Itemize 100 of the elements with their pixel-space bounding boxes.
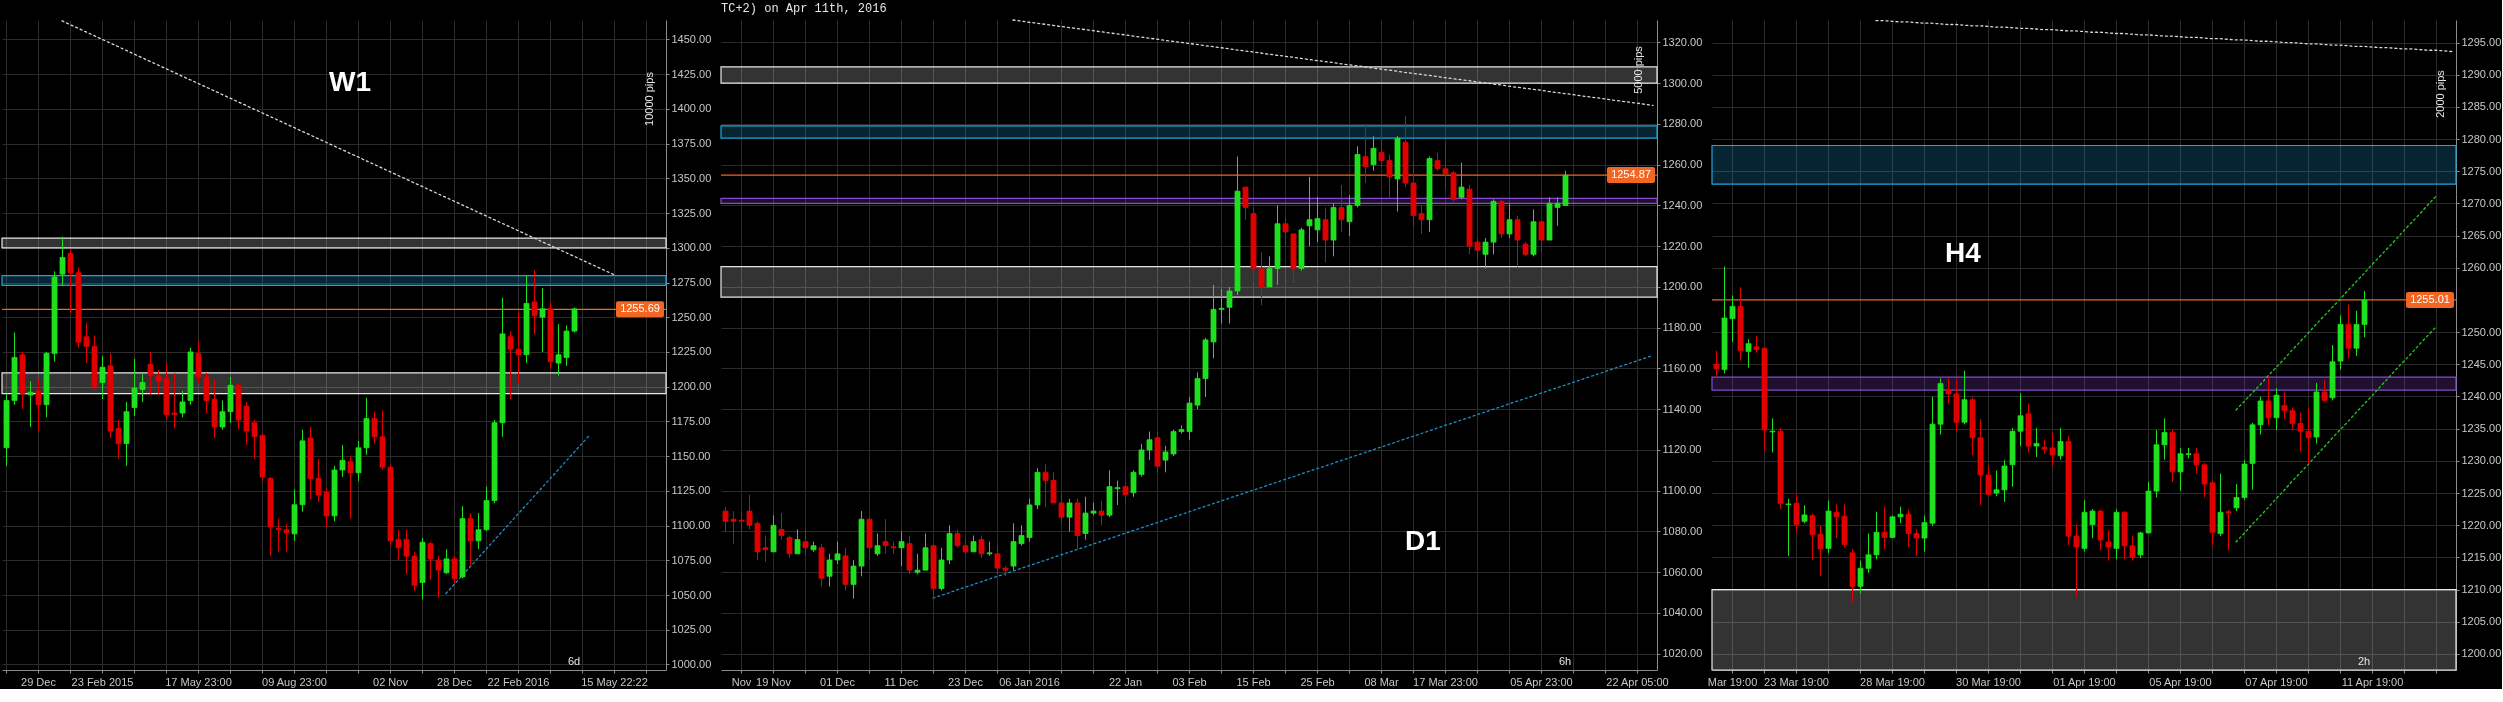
y-tick-label: 1025.00 xyxy=(671,623,712,636)
candlestick xyxy=(1713,350,1720,378)
y-tick-label: 1220.00 xyxy=(2461,518,2502,531)
candlestick xyxy=(1881,506,1888,550)
y-tick-label: 1175.00 xyxy=(671,414,711,427)
y-tick-label: 1400.00 xyxy=(671,102,712,115)
y-tick-label: 1200.00 xyxy=(2461,647,2502,660)
x-tick-label: Mar 19:00 xyxy=(1707,675,1758,688)
candlestick xyxy=(882,518,889,555)
candlestick xyxy=(99,355,106,400)
x-tick-label: 15 May 22:22 xyxy=(581,675,648,688)
y-tick-label: 1240.00 xyxy=(2461,389,2502,402)
candlestick xyxy=(1961,370,1968,425)
x-tick-label: 23 Mar 19:00 xyxy=(1764,675,1829,688)
candlestick xyxy=(59,236,66,286)
candlestick xyxy=(1793,493,1800,533)
chart-title: TC+2) on Apr 11th, 2016 xyxy=(721,2,887,17)
y-tick-label: 1205.00 xyxy=(2461,615,2502,628)
y-tick-label: 1285.00 xyxy=(2461,100,2502,113)
y-tick-label: 1200.00 xyxy=(671,380,712,393)
candlestick xyxy=(778,512,785,541)
y-tick-label: 1250.00 xyxy=(2461,325,2502,338)
x-tick-label: 29 Dec xyxy=(21,675,57,688)
candlestick xyxy=(1122,482,1129,504)
x-tick-label: 05 Apr 19:00 xyxy=(2149,675,2212,688)
y-tick-label: 1300.00 xyxy=(1662,76,1703,89)
y-tick-label: 1220.00 xyxy=(1662,239,1703,252)
line-series xyxy=(1875,19,2453,53)
x-tick-label: Nov xyxy=(731,675,752,688)
y-tick-label: 1125.00 xyxy=(671,484,711,497)
y-tick-label: 1300.00 xyxy=(671,241,712,254)
x-tick-label: 28 Mar 19:00 xyxy=(1860,675,1925,688)
candlestick xyxy=(1506,202,1513,239)
y-tick-label: 1075.00 xyxy=(671,553,712,566)
x-tick-label: 06 Jan 2016 xyxy=(999,675,1060,688)
ref-line-label: 1254.87 xyxy=(1611,168,1651,181)
y-tick-label: 1280.00 xyxy=(2461,132,2502,145)
line-series xyxy=(932,354,1654,599)
x-tick-label: 08 Mar xyxy=(1364,675,1399,688)
annotation: 2h xyxy=(2357,655,2371,667)
y-tick-label: 1120.00 xyxy=(1662,443,1702,456)
y-tick-label: 1100.00 xyxy=(671,519,711,532)
y-tick-label: 1320.00 xyxy=(1662,35,1703,48)
y-tick-label: 1450.00 xyxy=(671,32,712,45)
y-tick-label: 1425.00 xyxy=(671,67,712,80)
annotation: 6h xyxy=(1558,655,1572,667)
x-tick-label: 17 Mar 23:00 xyxy=(1413,675,1478,688)
candlestick xyxy=(1098,500,1105,526)
y-tick-label: 1275.00 xyxy=(671,276,712,288)
candlestick xyxy=(531,269,538,335)
annotation: 5000 pips xyxy=(1632,45,1644,94)
candlestick xyxy=(1514,215,1521,268)
x-tick-label: 23 Dec xyxy=(948,675,984,688)
x-tick-label: 15 Feb xyxy=(1236,675,1271,688)
y-tick-label: 1215.00 xyxy=(2461,550,2502,563)
y-tick-label: 1235.00 xyxy=(2461,422,2502,435)
y-tick-label: 1250.00 xyxy=(671,310,712,323)
x-tick-label: 25 Feb xyxy=(1300,675,1335,688)
candlestick xyxy=(1538,219,1545,253)
y-tick-label: 1260.00 xyxy=(2461,261,2502,274)
annotation: H4 xyxy=(1945,237,1982,268)
annotation: W1 xyxy=(329,66,371,97)
x-tick-label: 05 Apr 23:00 xyxy=(1510,675,1573,688)
candlestick xyxy=(2345,303,2352,360)
y-tick-label: 1060.00 xyxy=(1662,565,1703,578)
candlestick xyxy=(2217,473,2224,537)
line-series xyxy=(1012,19,1654,107)
candlestick xyxy=(1362,123,1369,184)
candlestick xyxy=(1322,206,1329,263)
y-tick-label: 1290.00 xyxy=(2461,68,2502,81)
x-tick-label: 28 Dec xyxy=(437,675,473,688)
x-tick-label: 11 Apr 19:00 xyxy=(2341,675,2404,688)
x-tick-label: 11 Dec xyxy=(884,675,920,688)
candlestick xyxy=(179,390,186,418)
candlestick xyxy=(1242,186,1249,221)
y-tick-label: 1275.00 xyxy=(2461,164,2502,177)
annotation: 10000 pips xyxy=(643,71,655,126)
ref-line-label: 1255.69 xyxy=(620,302,660,315)
candlestick xyxy=(1801,504,1808,524)
candlestick xyxy=(1745,338,1752,369)
y-tick-label: 1240.00 xyxy=(1662,198,1703,211)
candlestick xyxy=(874,532,881,557)
x-tick-label: 23 Feb 2015 xyxy=(71,675,134,688)
candlestick xyxy=(427,541,434,581)
line-series xyxy=(445,434,591,595)
candlestick xyxy=(2273,387,2280,431)
x-tick-label: 22 Jan xyxy=(1108,675,1143,688)
y-tick-label: 1100.00 xyxy=(1662,484,1702,497)
candlestick xyxy=(2057,427,2064,461)
y-tick-label: 1020.00 xyxy=(1662,647,1703,660)
y-tick-label: 1230.00 xyxy=(2461,454,2502,467)
candlestick xyxy=(443,548,450,575)
y-tick-label: 1180.00 xyxy=(1662,321,1702,334)
y-tick-label: 1225.00 xyxy=(2461,486,2502,499)
candlestick xyxy=(27,380,34,428)
candlestick xyxy=(1785,498,1792,557)
candlestick xyxy=(2033,427,2040,458)
x-tick-label: 22 Apr 05:00 xyxy=(1606,675,1669,688)
candlestick xyxy=(451,555,458,585)
y-tick-label: 1150.00 xyxy=(671,449,711,462)
